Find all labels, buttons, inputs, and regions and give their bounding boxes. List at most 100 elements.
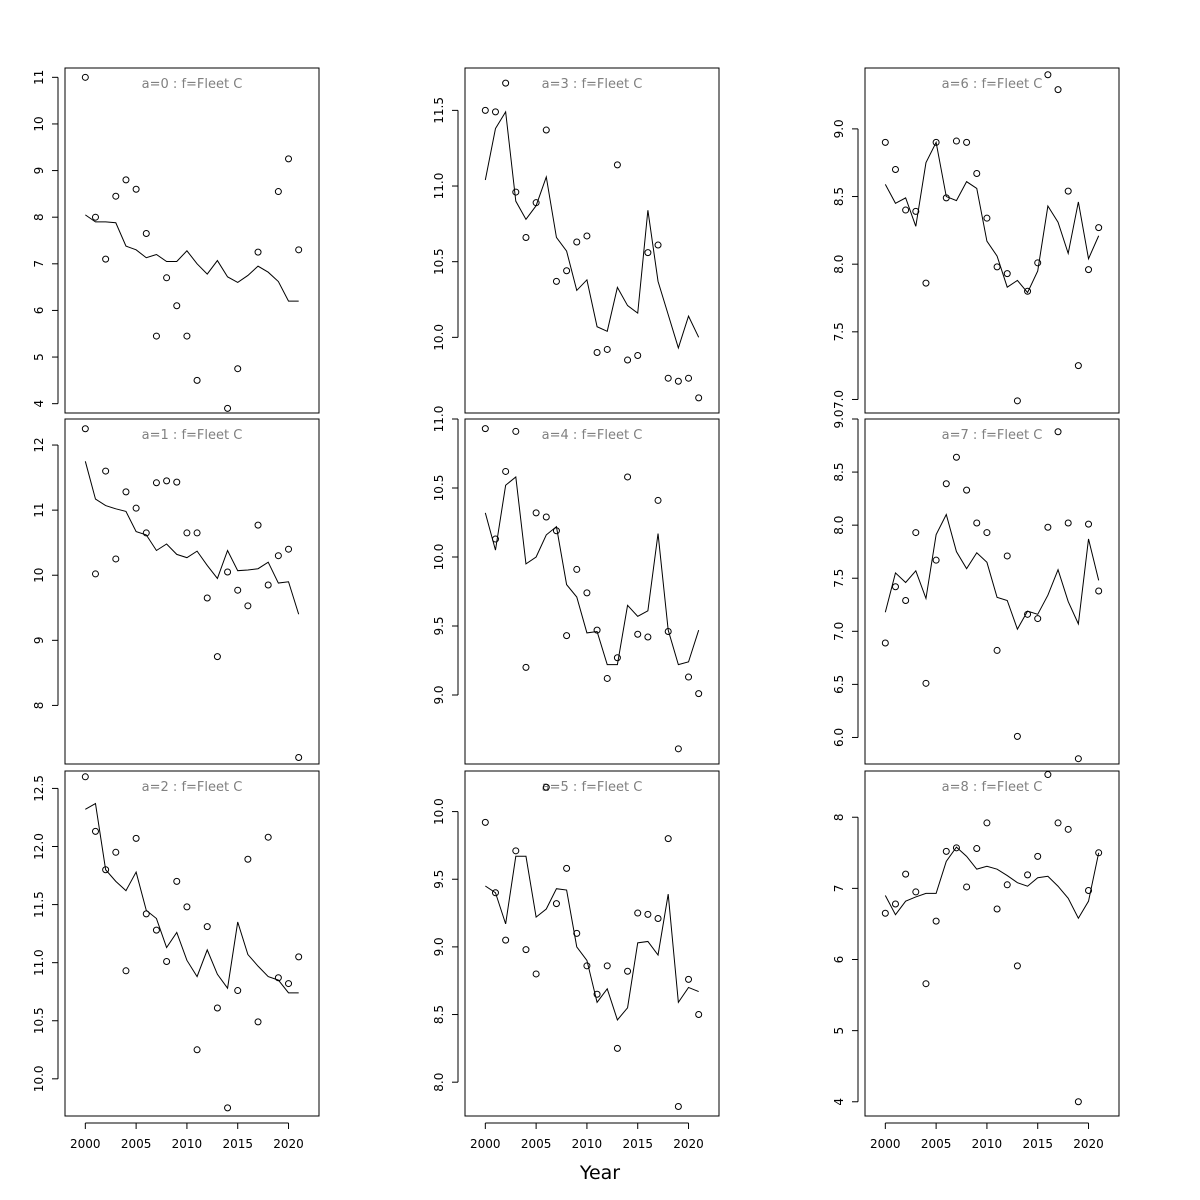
- observed-point: [983, 819, 991, 827]
- observed-point: [695, 1011, 703, 1019]
- observed-point: [234, 365, 242, 373]
- observed-point: [152, 926, 160, 934]
- observed-point: [963, 486, 971, 494]
- observed-point: [603, 962, 611, 970]
- observed-point: [963, 883, 971, 891]
- observed-point: [685, 673, 693, 681]
- observed-point: [881, 909, 889, 917]
- observed-point: [183, 529, 191, 537]
- observed-point: [1074, 755, 1082, 763]
- observed-point: [932, 138, 940, 146]
- observed-point: [983, 529, 991, 537]
- observed-point: [244, 602, 252, 610]
- x-tick-label: 2020: [273, 1137, 304, 1151]
- y-tick-label: 8.0: [432, 1073, 446, 1092]
- observed-point: [264, 833, 272, 841]
- observed-point: [1044, 771, 1052, 779]
- observed-point: [922, 279, 930, 287]
- observed-point: [203, 594, 211, 602]
- y-tick-label: 6: [832, 956, 846, 964]
- observed-point: [522, 233, 530, 241]
- panel-a5: a=5 : f=Fleet C 8.0 8.5 9.0 9.5 10.0 2000 2005 2…: [432, 770, 720, 1151]
- observed-point: [993, 646, 1001, 654]
- observed-point: [912, 888, 920, 896]
- panel-title: a=2 : f=Fleet C: [142, 780, 243, 795]
- y-tick-label: 8.5: [832, 463, 846, 482]
- observed-point: [583, 962, 591, 970]
- x-tick-label: 2005: [121, 1137, 152, 1151]
- observed-point: [224, 568, 232, 576]
- observed-point: [522, 663, 530, 671]
- observed-point: [1003, 270, 1011, 278]
- observed-point: [613, 1044, 621, 1052]
- observed-point: [224, 1104, 232, 1112]
- observed-point: [563, 864, 571, 872]
- observed-point: [542, 513, 550, 521]
- y-tick-label: 9.0: [432, 937, 446, 956]
- observed-point: [264, 581, 272, 589]
- observed-point: [542, 126, 550, 134]
- observed-point: [613, 161, 621, 169]
- observed-point: [573, 565, 581, 573]
- observed-point: [932, 556, 940, 564]
- observed-point: [152, 479, 160, 487]
- observed-point: [891, 165, 899, 173]
- x-tick-label: 2010: [972, 1137, 1003, 1151]
- observed-point: [583, 589, 591, 597]
- x-tick-label: 2015: [1022, 1137, 1053, 1151]
- observed-point: [122, 488, 130, 496]
- observed-point: [922, 679, 930, 687]
- y-tick-label: 11.0: [432, 173, 446, 200]
- panel-a3: a=3 : f=Fleet C 10.0 10.5 11.0 11.5: [432, 67, 720, 414]
- fitted-line: [485, 855, 699, 1021]
- observed-point: [285, 980, 293, 988]
- observed-point: [502, 79, 510, 87]
- y-tick-label: 9.0: [832, 409, 846, 428]
- observed-point: [1095, 224, 1103, 232]
- plot-frame: [64, 770, 320, 1117]
- observed-point: [634, 630, 642, 638]
- y-tick-label: 7: [32, 260, 46, 268]
- panel-title: a=0 : f=Fleet C: [142, 77, 243, 92]
- panel-title: a=5 : f=Fleet C: [542, 780, 643, 795]
- observed-point: [942, 847, 950, 855]
- observed-point: [993, 905, 1001, 913]
- y-tick-label: 7.0: [832, 622, 846, 641]
- observed-point: [122, 967, 130, 975]
- observed-point: [1024, 287, 1032, 295]
- y-tick-label: 11.0: [432, 406, 446, 433]
- plot-frame: [64, 418, 320, 765]
- observed-point: [1054, 819, 1062, 827]
- y-tick-label: 10.0: [432, 324, 446, 351]
- observed-point: [295, 753, 303, 761]
- y-tick-label: 10: [32, 116, 46, 131]
- y-tick-label: 5: [32, 353, 46, 361]
- observed-point: [912, 207, 920, 215]
- y-tick-label: 4: [32, 400, 46, 408]
- panel-title: a=8 : f=Fleet C: [942, 780, 1043, 795]
- observed-point: [183, 903, 191, 911]
- y-tick-label: 9.0: [832, 119, 846, 138]
- x-tick-label: 2010: [572, 1137, 603, 1151]
- observed-point: [654, 241, 662, 249]
- observed-point: [634, 909, 642, 917]
- y-tick-label: 9.5: [432, 870, 446, 889]
- observed-point: [563, 267, 571, 275]
- panel-a2: a=2 : f=Fleet C 10.0 10.5 11.0 11.5 12.0 12.5 2…: [32, 770, 320, 1151]
- observed-point: [674, 377, 682, 385]
- observed-point: [81, 773, 89, 781]
- x-tick-label: 2020: [673, 1137, 704, 1151]
- observed-point: [603, 674, 611, 682]
- y-tick-label: 8: [32, 213, 46, 221]
- observed-point: [481, 425, 489, 433]
- x-tick-label: 2005: [521, 1137, 552, 1151]
- plot-frame: [464, 770, 720, 1117]
- observed-point: [993, 263, 1001, 271]
- observed-point: [203, 923, 211, 931]
- y-tick-label: 11.0: [32, 949, 46, 976]
- observed-point: [552, 277, 560, 285]
- observed-point: [81, 73, 89, 81]
- observed-point: [502, 936, 510, 944]
- observed-point: [695, 690, 703, 698]
- observed-point: [91, 213, 99, 221]
